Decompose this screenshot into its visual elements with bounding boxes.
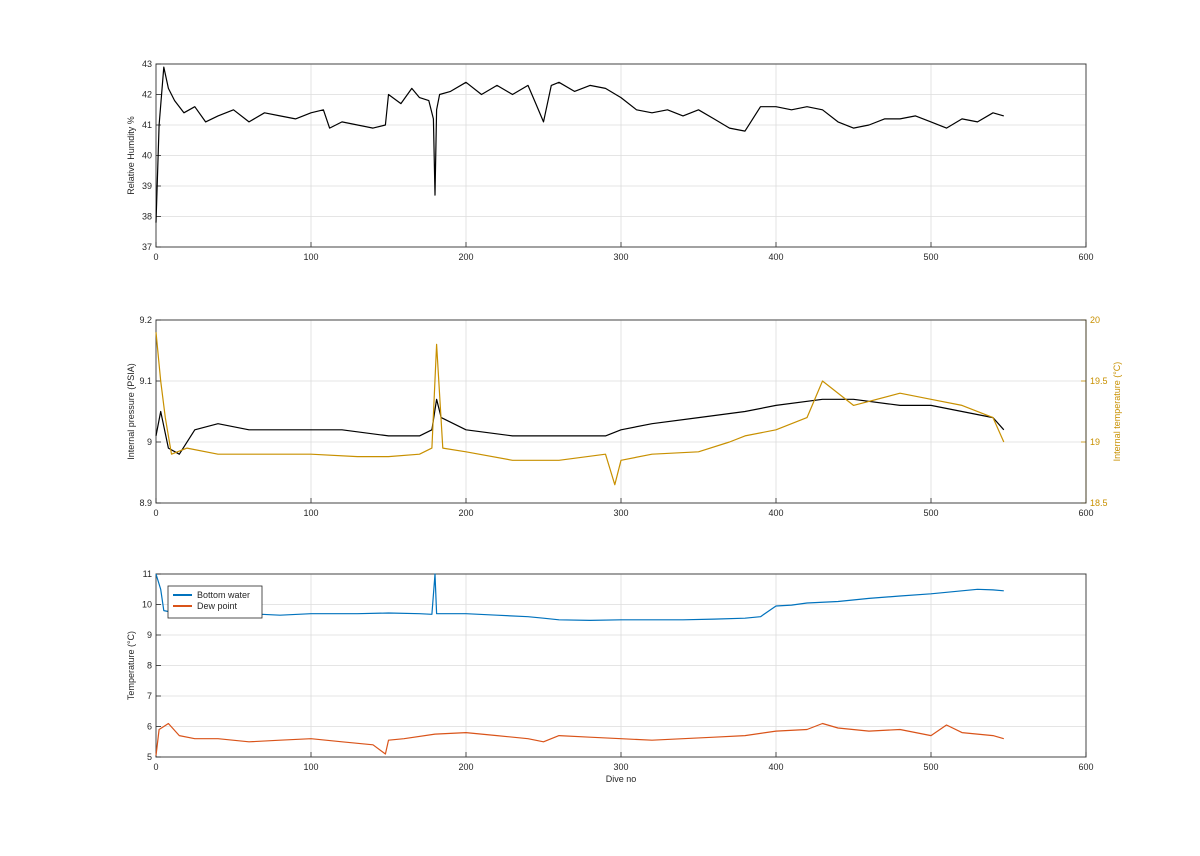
x-tick-label: 0	[153, 508, 158, 518]
plot-frame	[155, 573, 1087, 758]
y-tick-label: 41	[142, 120, 152, 130]
chart-panel-3: 0 100 200 300 400 500 600 5 6 7 8 9 10 11 Temperature …	[126, 569, 1094, 784]
series-line-2-2	[155, 332, 1005, 486]
y-tick-label: 9	[147, 437, 152, 447]
y-axis-label: Temperature (°C)	[126, 631, 136, 700]
y2-tick-label: 19.5	[1090, 376, 1108, 386]
x-tick-label: 300	[613, 508, 628, 518]
y-tick-label: 40	[142, 151, 152, 161]
plot-frame	[155, 319, 1087, 504]
x-tick-label: 400	[768, 252, 783, 262]
x-tick-label: 200	[458, 762, 473, 772]
y-tick-label: 9	[147, 630, 152, 640]
y-tick-label: 5	[147, 752, 152, 762]
x-tick-label: 300	[613, 762, 628, 772]
x-tick-label: 100	[303, 762, 318, 772]
y-tick-label: 7	[147, 691, 152, 701]
y-tick-label: 8	[147, 661, 152, 671]
legend-entry: Dew point	[197, 601, 238, 611]
y-tick-label: 43	[142, 59, 152, 69]
x-tick-label: 600	[1078, 508, 1093, 518]
x-axis-label: Dive no	[606, 774, 637, 784]
x-tick-label: 600	[1078, 252, 1093, 262]
y-tick-label: 11	[143, 569, 152, 579]
x-tick-label: 200	[458, 508, 473, 518]
y-tick-label: 6	[147, 722, 152, 732]
series-line-dew-point	[155, 722, 1004, 756]
x-tick-label: 0	[153, 252, 158, 262]
y-tick-label: 42	[142, 90, 152, 100]
chart-panel-1: 0 100 200 300 400 500 600 37 38 39 40 41 42 43 Relativ…	[126, 59, 1094, 262]
x-tick-label: 100	[303, 252, 318, 262]
x-tick-label: 500	[923, 762, 938, 772]
y-tick-label: 9.1	[139, 376, 152, 386]
y2-tick-label: 18.5	[1090, 498, 1108, 508]
y-tick-label: 38	[142, 212, 152, 222]
x-tick-label: 100	[303, 508, 318, 518]
y-tick-label: 39	[142, 181, 152, 191]
x-tick-label: 500	[923, 508, 938, 518]
x-tick-label: 0	[153, 762, 158, 772]
chart-panel-2: 0 100 200 300 400 500 600 8.9 9 9.1 9.2 18.5 19 19.5 2…	[126, 315, 1122, 518]
y2-axis-label: Internal temperature (°C)	[1112, 362, 1122, 462]
y2-tick-label: 19	[1090, 437, 1100, 447]
x-tick-label: 200	[458, 252, 473, 262]
x-tick-label: 400	[768, 762, 783, 772]
x-tick-label: 300	[613, 252, 628, 262]
x-tick-label: 500	[923, 252, 938, 262]
x-tick-label: 600	[1078, 762, 1093, 772]
y-tick-label: 8.9	[139, 498, 152, 508]
legend-box	[167, 585, 263, 619]
plot-frame	[155, 63, 1087, 248]
y-axis-label: Internal pressure (PSIA)	[126, 363, 136, 460]
y-axis-label: Relative Humdity %	[126, 116, 136, 195]
y-tick-label: 37	[142, 242, 152, 252]
y2-tick-label: 20	[1090, 315, 1100, 325]
series-line-2-1	[155, 398, 1005, 455]
y-tick-label: 9.2	[139, 315, 152, 325]
x-tick-label: 400	[768, 508, 783, 518]
legend-entry: Bottom water	[197, 590, 250, 600]
series-line-1-1	[155, 66, 1004, 223]
y-tick-label: 10	[142, 600, 152, 610]
